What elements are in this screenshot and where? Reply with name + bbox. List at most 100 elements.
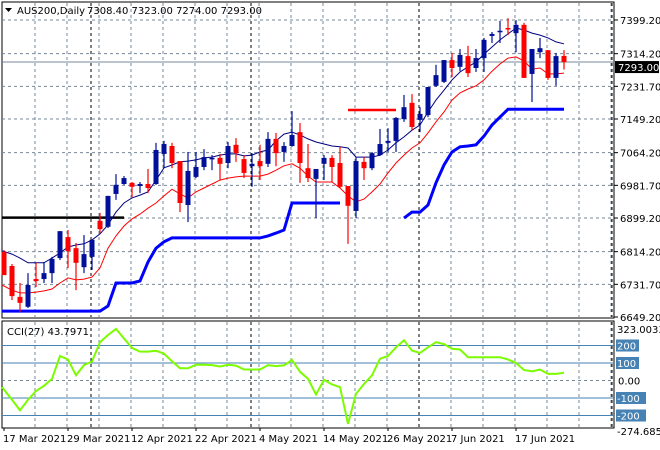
cci-top-label: 323.0033 <box>617 325 660 336</box>
candle-body <box>81 254 87 268</box>
candle-body <box>329 157 335 167</box>
candle <box>113 174 119 200</box>
candle-body <box>89 239 95 257</box>
ma-lower-line <box>1 56 565 294</box>
ma-upper-line <box>1 27 565 264</box>
candle-body <box>129 182 135 187</box>
candle-body <box>473 58 479 68</box>
candle <box>529 48 535 103</box>
candle-body <box>17 296 23 303</box>
candle <box>561 50 567 70</box>
candle <box>289 111 295 147</box>
candle-body <box>105 195 111 227</box>
y-tick-label: 7064.20 <box>620 149 660 160</box>
candle <box>137 182 143 194</box>
candle-body <box>545 50 551 78</box>
cci-bottom-label: -274.685 <box>617 427 660 438</box>
candle-body <box>273 138 279 154</box>
candle-body <box>521 24 527 78</box>
candle-body <box>313 168 319 179</box>
candle-body <box>185 170 191 206</box>
candle <box>417 107 423 133</box>
x-tick-label: 14 May 2021 <box>323 434 388 445</box>
cci-level-label: -200 <box>617 412 640 423</box>
cci-level-label: 200 <box>617 342 636 353</box>
x-tick-label: 22 Apr 2021 <box>195 434 257 445</box>
candle <box>209 155 215 171</box>
candle <box>465 45 471 78</box>
candle <box>49 256 55 284</box>
cci-label: CCI(27) 43.7971 <box>7 327 89 338</box>
candle-body <box>281 146 287 152</box>
candle <box>313 168 319 219</box>
candle-body <box>169 146 175 164</box>
candle <box>145 168 151 194</box>
candle <box>537 37 543 59</box>
candle-body <box>249 163 255 167</box>
candle <box>489 31 495 44</box>
candle <box>1 250 7 276</box>
candle <box>409 94 415 131</box>
candle-body <box>241 159 247 173</box>
candle <box>505 18 511 36</box>
candle <box>545 50 551 80</box>
cci-level-tag <box>616 392 646 404</box>
candle <box>305 144 311 183</box>
x-tick-label: 4 May 2021 <box>259 434 318 445</box>
cci-level-tag <box>616 357 639 369</box>
candle <box>553 52 559 86</box>
candle <box>265 132 271 167</box>
candles <box>1 18 567 312</box>
candle-body <box>297 132 303 164</box>
candle-body <box>553 56 559 78</box>
collapse-triangle-icon[interactable] <box>5 8 12 12</box>
candle <box>449 52 455 78</box>
indicator-overlays <box>1 27 614 313</box>
candle-body <box>513 24 519 34</box>
candle-body <box>145 184 151 188</box>
candle-body <box>377 144 383 156</box>
candle-body <box>289 134 295 147</box>
candle <box>97 212 103 234</box>
cci-level-tag <box>616 409 646 422</box>
candle-body <box>345 186 351 206</box>
candle-body <box>361 161 367 169</box>
trailing-stop-line <box>2 107 564 313</box>
cci-zero-label: 0.00 <box>618 377 640 388</box>
cci-line <box>1 327 565 425</box>
candle-body <box>417 113 423 120</box>
candle-body <box>369 153 375 169</box>
candle-body <box>353 161 359 211</box>
x-tick-label: 26 May 2021 <box>387 434 452 445</box>
ohlc-readout: 7308.40 7323.00 7274.00 7293.00 <box>87 6 262 17</box>
candle <box>345 186 351 244</box>
candle <box>161 140 167 169</box>
candle <box>185 151 191 223</box>
axes: 7399.20 7314.20 7231.70 7149.20 7064.20 6981.… <box>3 16 660 445</box>
main-panel-frame <box>1 1 615 319</box>
candle <box>321 155 327 181</box>
candle-body <box>73 248 79 263</box>
candle <box>393 117 399 152</box>
candle-body <box>561 55 567 63</box>
candle <box>169 142 175 169</box>
candle <box>369 151 375 171</box>
current-price-tag <box>615 61 659 74</box>
y-tick-label: 7314.20 <box>620 50 660 61</box>
candle-body <box>393 117 399 141</box>
candle-body <box>177 161 183 204</box>
candle <box>361 157 367 181</box>
candle-body <box>97 220 103 230</box>
candle <box>81 235 87 274</box>
candle-body <box>65 237 71 251</box>
candle-body <box>529 48 535 74</box>
candle-body <box>449 60 455 68</box>
candle <box>225 142 231 169</box>
candle <box>129 182 135 198</box>
candle-body <box>121 178 127 185</box>
candle-body <box>321 157 327 164</box>
y-tick-label: 6814.20 <box>620 248 660 259</box>
cci-panel-frame <box>1 320 615 429</box>
candle <box>9 264 15 301</box>
